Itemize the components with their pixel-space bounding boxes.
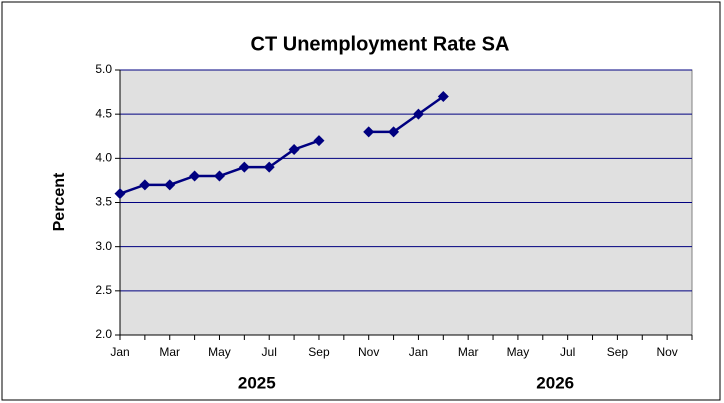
y-tick-label: 5.0 (95, 62, 112, 76)
marker (238, 161, 250, 173)
y-tick-label: 2.0 (95, 327, 112, 341)
marker (412, 108, 424, 120)
x-tick-label: Nov (656, 345, 677, 359)
marker (263, 161, 275, 173)
y-tick-label: 4.5 (95, 106, 112, 120)
x-tick-label: Jan (110, 345, 129, 359)
marker (288, 144, 300, 155)
y-tick-label: 3.5 (95, 195, 112, 209)
x-tick-label: Jan (409, 345, 428, 359)
marker (164, 179, 176, 191)
marker (189, 170, 201, 182)
y-axis-label: Percent (51, 172, 68, 231)
x-tick-label: Sep (607, 345, 629, 359)
year-label: 2026 (536, 373, 574, 392)
x-tick-label: Mar (458, 345, 479, 359)
marker (388, 126, 400, 138)
x-tick-label: Mar (159, 345, 180, 359)
x-tick-label: Jul (262, 345, 277, 359)
marker (437, 91, 449, 102)
y-tick-label: 3.0 (95, 239, 112, 253)
year-label: 2025 (238, 373, 276, 392)
marker (139, 179, 151, 191)
x-tick-label: May (507, 345, 530, 359)
marker (363, 126, 375, 138)
x-tick-label: Nov (358, 345, 379, 359)
chart-title: CT Unemployment Rate SA (251, 33, 510, 55)
marker (114, 188, 126, 200)
x-tick-label: Sep (308, 345, 330, 359)
y-tick-label: 4.0 (95, 151, 112, 165)
marker (213, 170, 225, 182)
y-tick-label: 2.5 (95, 283, 112, 297)
x-tick-label: Jul (560, 345, 575, 359)
marker (313, 135, 325, 147)
x-tick-label: May (208, 345, 231, 359)
